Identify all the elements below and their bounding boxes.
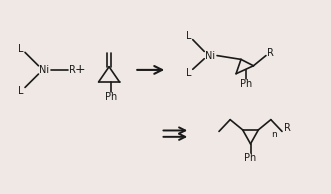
Text: L: L [18,44,24,54]
Text: R: R [267,48,274,58]
Text: +: + [74,63,85,76]
Text: L: L [18,86,24,96]
Text: Ph: Ph [105,92,117,102]
Text: R: R [69,65,76,75]
Text: L: L [186,68,192,78]
Text: Ni: Ni [205,51,215,61]
Text: R: R [284,123,291,133]
Text: n: n [271,130,277,139]
Text: Ni: Ni [39,65,49,75]
Text: Ph: Ph [240,79,253,89]
Text: Ph: Ph [244,153,257,163]
Text: L: L [186,31,192,41]
